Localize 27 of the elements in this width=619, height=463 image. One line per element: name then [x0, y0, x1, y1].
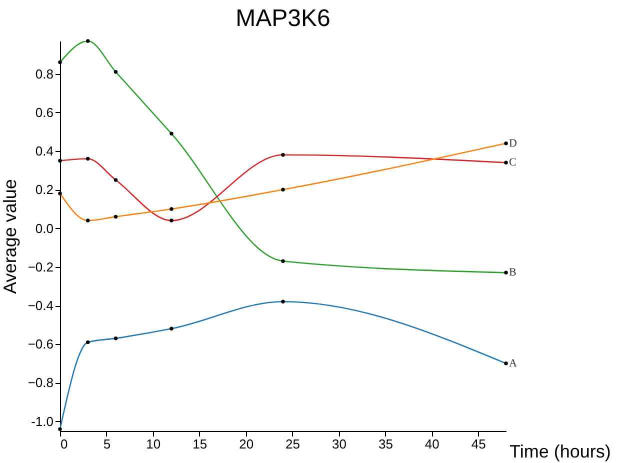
y-tick-label: −0.6 — [28, 336, 54, 352]
x-tick-label: 15 — [192, 436, 208, 452]
y-tick-label: 0.6 — [35, 104, 54, 120]
y-axis-title: Average value — [0, 179, 20, 294]
y-tick-label: 0.0 — [35, 220, 54, 236]
x-tick-label: 20 — [239, 436, 254, 452]
y-tick-label: −0.4 — [28, 298, 54, 314]
x-tick-label: 0 — [60, 436, 68, 452]
x-tick-label: 25 — [286, 436, 300, 452]
x-tick-label: 35 — [378, 436, 393, 452]
x-tick-label: 30 — [332, 436, 346, 452]
series-label: B — [509, 266, 516, 279]
series-label: C — [509, 156, 516, 169]
y-tick-label: 0.4 — [35, 144, 54, 159]
x-tick-label: 40 — [424, 436, 440, 452]
chart-title: MAP3K6 — [236, 5, 330, 32]
y-tick-label: −0.8 — [28, 375, 54, 390]
series-label: A — [509, 357, 517, 370]
x-axis-title: Time (hours) — [510, 442, 611, 462]
x-tick-label: 45 — [471, 436, 486, 452]
x-tick-label: 10 — [146, 436, 161, 452]
y-tick-label: 0.8 — [35, 66, 54, 82]
x-tick-label: 5 — [103, 436, 111, 452]
y-tick-label: -1.0 — [31, 414, 54, 429]
series-label: D — [509, 137, 517, 150]
y-tick-label: −0.2 — [28, 259, 54, 274]
y-tick-label: 0.2 — [35, 182, 54, 198]
